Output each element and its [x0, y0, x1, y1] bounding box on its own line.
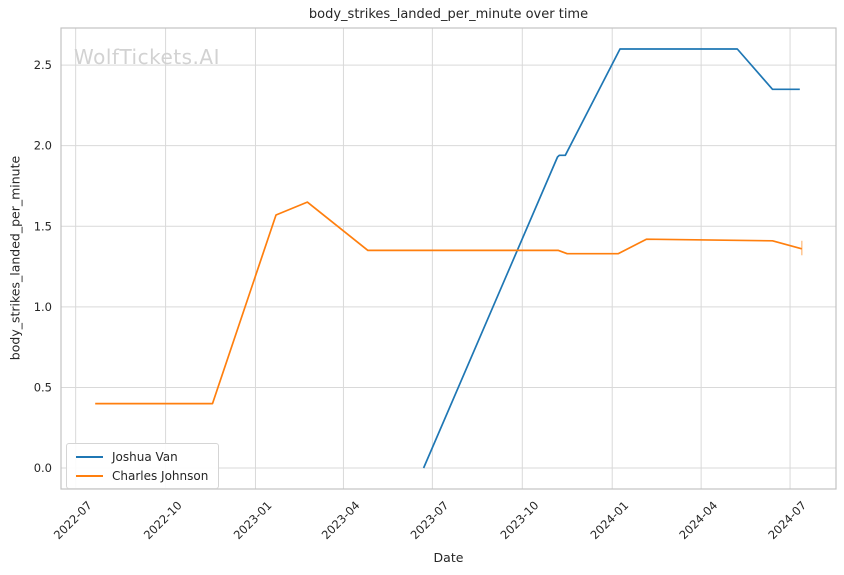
chart-title: body_strikes_landed_per_minute over time [308, 7, 589, 22]
legend-swatch [76, 455, 103, 458]
x-tick-label: 2023-04 [319, 498, 363, 542]
x-tick-label: 2024-01 [587, 498, 631, 542]
legend-label: Joshua Van [112, 449, 178, 464]
legend-item-charles-johnson: Charles Johnson [76, 468, 208, 483]
legend-item-joshua-van: Joshua Van [76, 449, 208, 464]
x-tick-label: 2024-07 [765, 498, 809, 542]
y-tick-label: 1.5 [34, 219, 52, 233]
x-tick-label: 2024-04 [676, 498, 720, 542]
watermark: WolfTickets.AI [74, 45, 220, 69]
y-axis-label: body_strikes_landed_per_minute [7, 155, 23, 361]
x-tick-label: 2023-07 [408, 498, 452, 542]
x-tick-label: 2023-10 [498, 498, 542, 542]
x-axis-label: Date [433, 550, 464, 565]
x-tick-label: 2023-01 [231, 498, 275, 542]
y-tick-label: 2.0 [34, 139, 52, 153]
y-tick-label: 2.5 [34, 58, 52, 72]
y-tick-label: 0.0 [34, 461, 52, 475]
y-tick-label: 1.0 [34, 300, 52, 314]
x-tick-label: 2022-10 [141, 498, 185, 542]
x-tick-label: 2022-07 [51, 498, 95, 542]
y-tick-label: 0.5 [34, 380, 52, 394]
legend: Joshua Van Charles Johnson [66, 443, 220, 489]
legend-swatch [76, 474, 103, 477]
legend-label: Charles Johnson [112, 468, 209, 483]
